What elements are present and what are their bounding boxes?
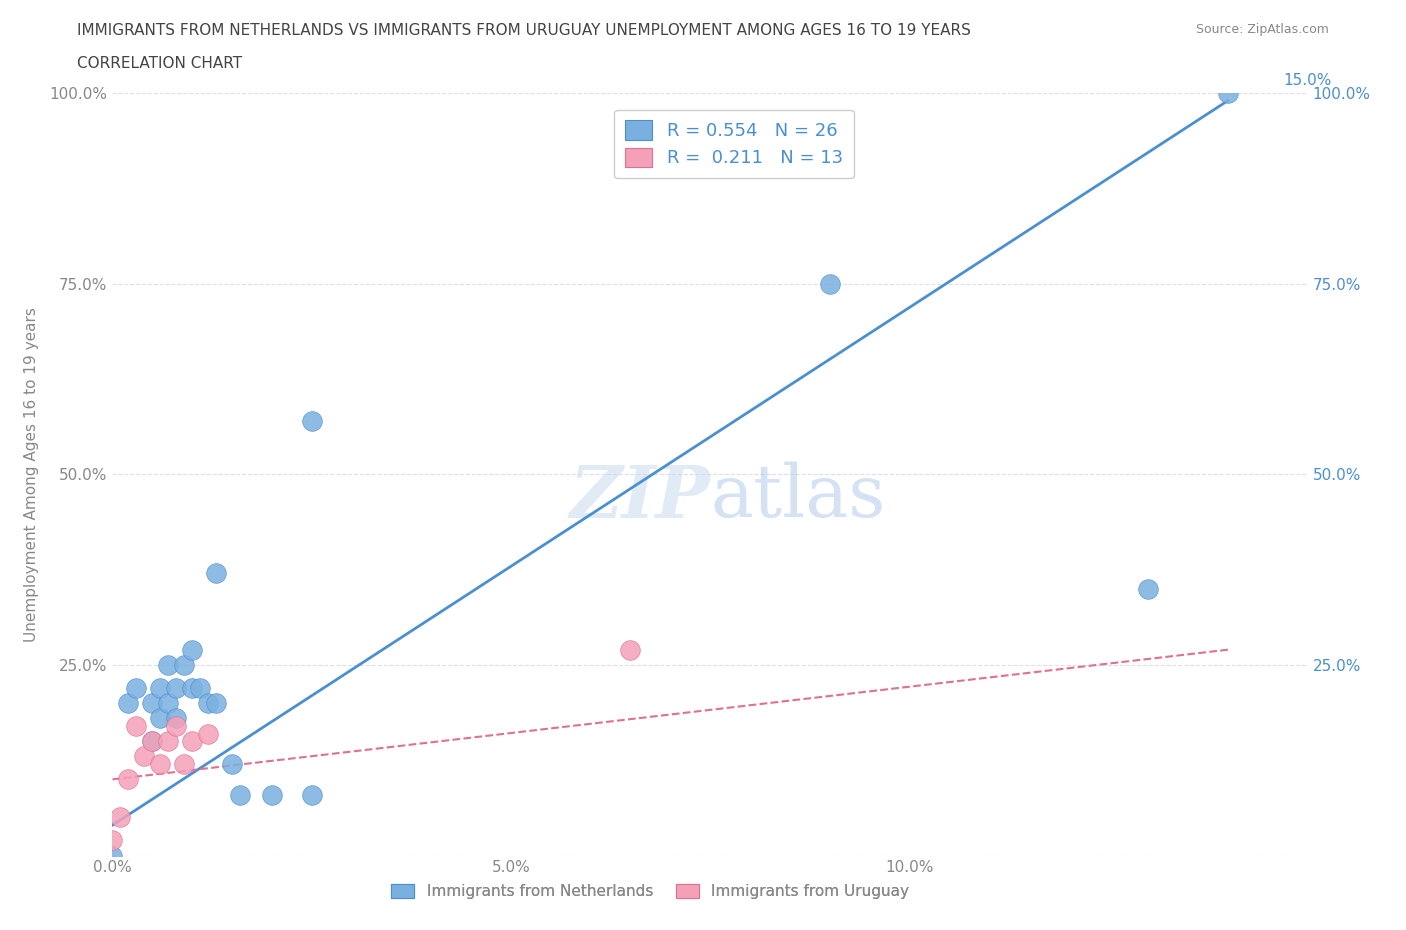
Legend: Immigrants from Netherlands, Immigrants from Uruguay: Immigrants from Netherlands, Immigrants … xyxy=(385,878,915,905)
Point xyxy=(301,414,323,429)
Point xyxy=(157,658,180,672)
Point xyxy=(260,787,283,802)
Point xyxy=(149,757,172,772)
Y-axis label: Unemployment Among Ages 16 to 19 years: Unemployment Among Ages 16 to 19 years xyxy=(24,307,38,642)
Point xyxy=(197,696,219,711)
Point xyxy=(117,772,139,787)
Point xyxy=(205,566,228,581)
Point xyxy=(141,696,163,711)
Text: CORRELATION CHART: CORRELATION CHART xyxy=(77,56,242,71)
Point xyxy=(1216,86,1239,100)
Point xyxy=(165,711,187,725)
Point xyxy=(165,681,187,696)
Point xyxy=(229,787,252,802)
Point xyxy=(149,681,172,696)
Point xyxy=(181,734,204,749)
Point xyxy=(141,734,163,749)
Point xyxy=(818,276,841,291)
Point xyxy=(221,757,243,772)
Point xyxy=(173,757,195,772)
Point xyxy=(197,726,219,741)
Point xyxy=(110,810,132,825)
Point xyxy=(101,833,124,848)
Point xyxy=(125,681,148,696)
Point xyxy=(188,681,211,696)
Point xyxy=(101,848,124,863)
Point xyxy=(205,696,228,711)
Point xyxy=(157,696,180,711)
Point xyxy=(181,643,204,658)
Text: Source: ZipAtlas.com: Source: ZipAtlas.com xyxy=(1195,23,1329,36)
Point xyxy=(141,734,163,749)
Text: ZIP: ZIP xyxy=(569,461,710,533)
Point xyxy=(157,734,180,749)
Point xyxy=(619,643,641,658)
Point xyxy=(134,749,156,764)
Point xyxy=(117,696,139,711)
Point xyxy=(173,658,195,672)
Point xyxy=(165,719,187,734)
Point xyxy=(1137,581,1160,596)
Point xyxy=(125,719,148,734)
Point xyxy=(149,711,172,725)
Text: IMMIGRANTS FROM NETHERLANDS VS IMMIGRANTS FROM URUGUAY UNEMPLOYMENT AMONG AGES 1: IMMIGRANTS FROM NETHERLANDS VS IMMIGRANT… xyxy=(77,23,972,38)
Point xyxy=(301,787,323,802)
Point xyxy=(181,681,204,696)
Text: atlas: atlas xyxy=(710,462,886,533)
